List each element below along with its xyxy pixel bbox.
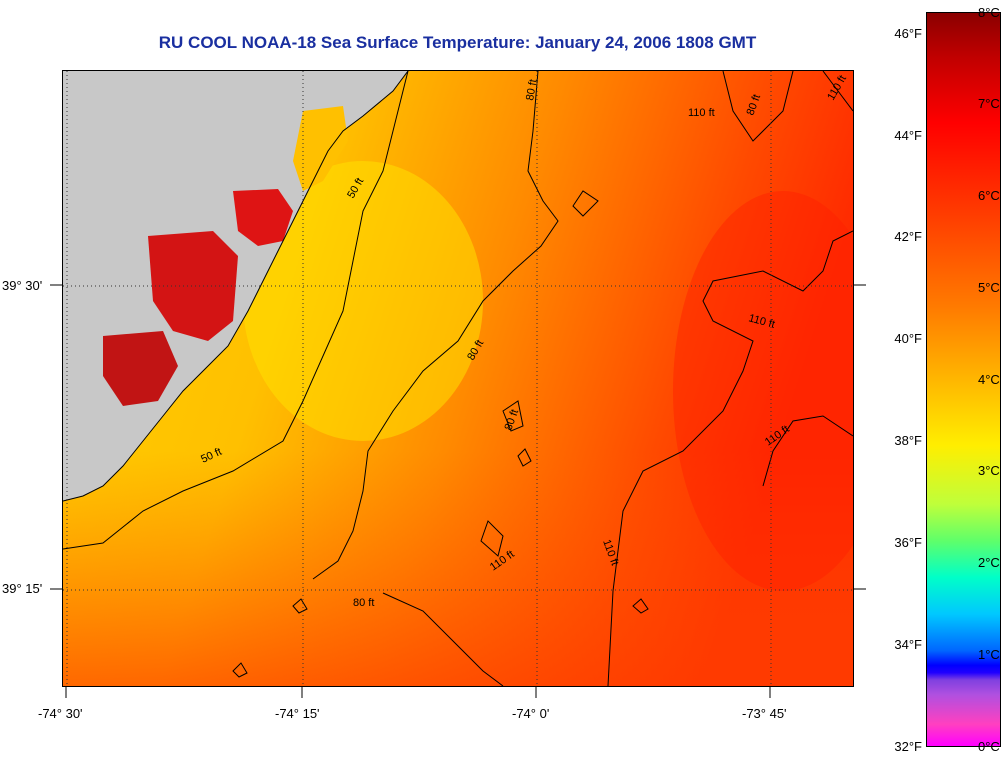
graticule bbox=[63, 71, 853, 686]
colorbar-label-c: 1°C bbox=[978, 647, 1000, 662]
longitude-label: -74° 0' bbox=[512, 706, 550, 721]
latitude-label: 39° 15' bbox=[2, 581, 43, 596]
colorbar-label-c: 8°C bbox=[978, 5, 1000, 20]
longitude-label: -73° 45' bbox=[742, 706, 787, 721]
longitude-label: -74° 15' bbox=[275, 706, 320, 721]
coastal-warm-patch-mid bbox=[148, 231, 238, 341]
colorbar-label-c: 0°C bbox=[978, 739, 1000, 754]
southern-warm-band bbox=[63, 451, 853, 686]
map-title: RU COOL NOAA-18 Sea Surface Temperature:… bbox=[158, 33, 757, 52]
warm-core-east bbox=[673, 191, 853, 591]
colorbar-label-f: 44°F bbox=[894, 128, 922, 143]
colorbar-label-c: 5°C bbox=[978, 280, 1000, 295]
colorbar-label-f: 32°F bbox=[894, 739, 922, 754]
colorbar-label-f: 40°F bbox=[894, 331, 922, 346]
latitude-label: 39° 30' bbox=[2, 278, 43, 293]
contour-label: 110 ft bbox=[688, 107, 715, 119]
colorbar-label-f: 46°F bbox=[894, 26, 922, 41]
coastal-warm-patch-north bbox=[233, 189, 293, 246]
colorbar-frame bbox=[926, 12, 1001, 747]
colorbar-label-c: 7°C bbox=[978, 96, 1000, 111]
coastline bbox=[63, 71, 409, 502]
contours bbox=[63, 71, 853, 686]
colorbar-label-f: 34°F bbox=[894, 637, 922, 652]
barrier-yellow-patch bbox=[293, 106, 348, 191]
sst-map: 50 ft 50 ft 80 ft 80 ft 80 ft 80 ft 110 … bbox=[62, 70, 854, 687]
contour-label: 80 ft bbox=[524, 78, 540, 101]
colorbar-label-f: 36°F bbox=[894, 535, 922, 550]
contour-label: 80 ft bbox=[353, 597, 374, 609]
longitude-label: -74° 30' bbox=[38, 706, 83, 721]
coastal-warm-patch-south bbox=[103, 331, 178, 406]
colorbar-label-c: 2°C bbox=[978, 555, 1000, 570]
colorbar-label-c: 4°C bbox=[978, 372, 1000, 387]
colorbar-label-c: 6°C bbox=[978, 188, 1000, 203]
colorbar-label-f: 38°F bbox=[894, 433, 922, 448]
colorbar-label-c: 3°C bbox=[978, 463, 1000, 478]
colorbar-label-f: 42°F bbox=[894, 229, 922, 244]
colorbar-gradient bbox=[926, 12, 1001, 747]
map-ticks bbox=[50, 284, 866, 698]
